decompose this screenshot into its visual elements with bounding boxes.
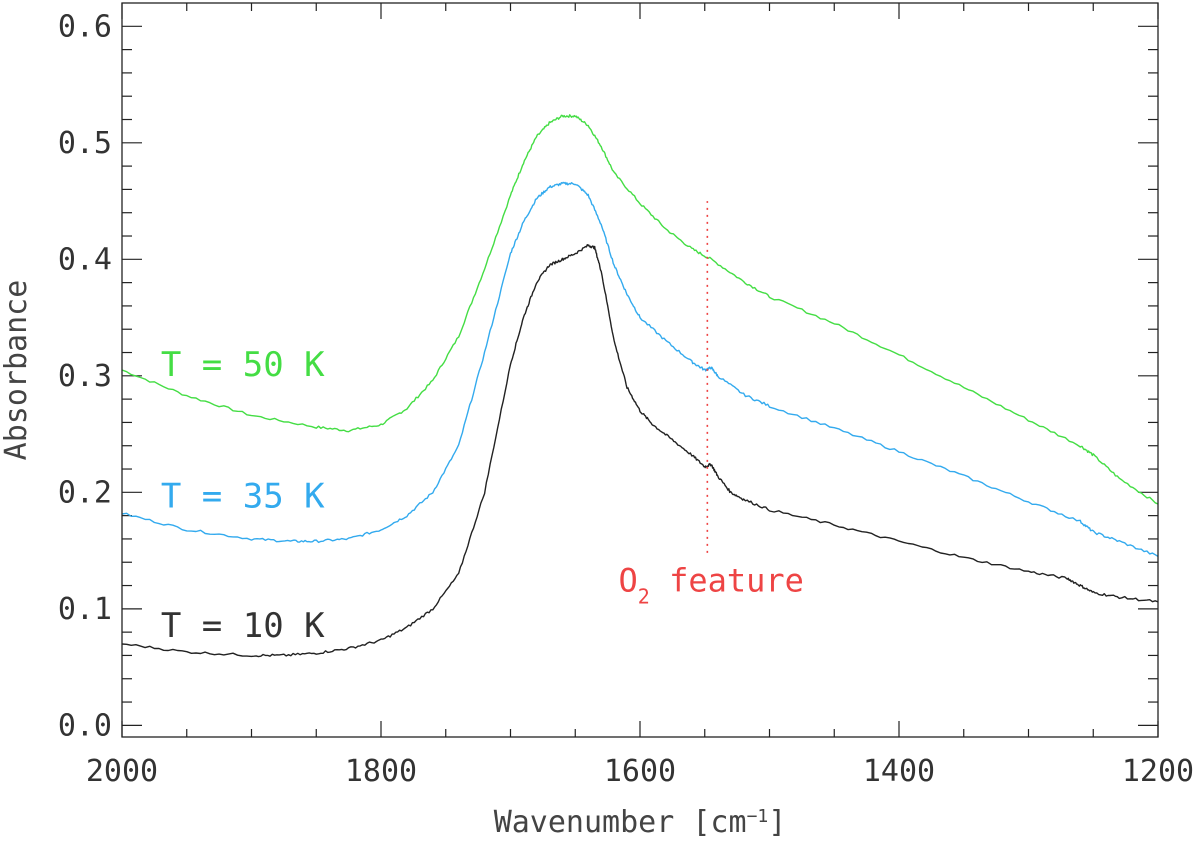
curves-layer [121, 114, 1159, 658]
o2-feature-label: O2 feature [619, 561, 804, 608]
series-line-50k [121, 114, 1159, 505]
y-tick-label: 0.5 [58, 126, 112, 161]
y-tick-label: 0.0 [58, 708, 112, 743]
x-axis-label-close: ] [768, 805, 786, 840]
series-line-10k [121, 244, 1159, 658]
x-tick-label: 1200 [1122, 754, 1194, 789]
x-tick-label: 1800 [345, 754, 417, 789]
x-axis-label-main: Wavenumber [cm [494, 805, 747, 840]
x-tick-label: 1400 [863, 754, 935, 789]
o2-feature-label-subscript: 2 [638, 584, 650, 608]
y-tick-label: 0.6 [58, 9, 112, 44]
y-tick-label: 0.1 [58, 592, 112, 627]
x-tick-label: 2000 [86, 754, 158, 789]
x-axis-label: Wavenumber [cm−1] [494, 805, 787, 840]
x-tick-label: 1600 [604, 754, 676, 789]
annotations-layer: T = 50 K T = 35 K T = 10 K O2 feature [161, 201, 804, 646]
y-tick-label: 0.2 [58, 475, 112, 510]
o2-feature-label-main: O [619, 561, 638, 599]
ticks-layer: 2000 1800 1600 1400 1200 0.0 0.1 0.2 0.3 0.4 0.5 0.… [58, 3, 1194, 789]
plot-frame [121, 2, 1159, 738]
series-label: T = 50 K [161, 345, 325, 385]
y-tick-label: 0.4 [58, 242, 112, 277]
y-axis-label: Absorbance [0, 280, 34, 461]
series-label: T = 10 K [161, 606, 325, 646]
series-line-35k [121, 181, 1159, 557]
x-axis-label-exponent: −1 [747, 806, 769, 827]
series-label: T = 35 K [161, 476, 325, 516]
y-tick-label: 0.3 [58, 359, 112, 394]
o2-feature-label-rest: feature [650, 561, 804, 599]
